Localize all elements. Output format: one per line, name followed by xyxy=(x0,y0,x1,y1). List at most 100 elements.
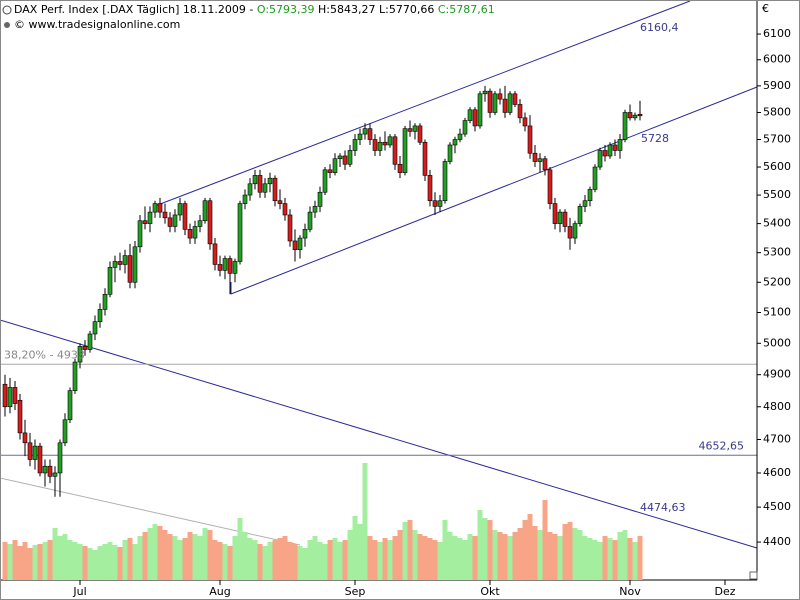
candle-body xyxy=(497,93,503,100)
volume-bar xyxy=(587,538,593,580)
channel-upper xyxy=(154,0,691,207)
volume-bar xyxy=(232,536,238,580)
candle-body xyxy=(552,203,558,224)
candle-body xyxy=(327,169,333,173)
volume-bar xyxy=(272,540,278,580)
candle-body xyxy=(67,390,73,421)
candle-body xyxy=(582,200,588,207)
candle-body xyxy=(37,445,43,474)
volume-bar xyxy=(267,542,273,580)
candle-body xyxy=(102,293,108,310)
candle-body xyxy=(512,93,518,105)
candle-body xyxy=(607,144,613,157)
volume-bar xyxy=(407,520,413,580)
y-tick-label: 5900 xyxy=(763,79,791,92)
x-tick-label: Okt xyxy=(480,585,500,598)
volume-bar xyxy=(352,516,358,580)
volume-bar xyxy=(552,534,558,580)
candle-body xyxy=(97,309,103,322)
candle-body xyxy=(387,136,393,146)
candle-body xyxy=(547,169,553,204)
candle-body xyxy=(532,152,538,162)
level-label: 38,20% - 4933 xyxy=(4,348,85,361)
volume-bar xyxy=(112,545,118,580)
candle-body xyxy=(227,258,233,274)
candle-body xyxy=(32,445,38,460)
annotation: 6160,4 xyxy=(640,21,679,34)
y-tick-label: 5000 xyxy=(763,336,791,349)
candle-body xyxy=(472,109,478,127)
candle-body xyxy=(172,214,178,227)
volume-bar xyxy=(7,544,13,580)
candle-body xyxy=(602,150,608,157)
volume-bar xyxy=(637,536,643,580)
volume-bar xyxy=(597,542,603,580)
volume-bar xyxy=(632,542,638,580)
settings-icon[interactable] xyxy=(2,5,12,15)
candle-body xyxy=(137,220,143,248)
volume-bar xyxy=(347,530,353,580)
volume-bar xyxy=(192,534,198,580)
y-tick-label: 6100 xyxy=(763,27,791,40)
candle-body xyxy=(392,136,398,165)
volume-bar xyxy=(467,534,473,580)
volume-bar xyxy=(612,540,618,580)
volume-bar xyxy=(142,532,148,580)
candle-body xyxy=(282,203,288,216)
candle-body xyxy=(502,98,508,113)
currency: € xyxy=(762,2,769,15)
subtitle: © www.tradesignalonline.com xyxy=(14,18,180,31)
candle-body xyxy=(362,128,368,135)
x-tick-label: Nov xyxy=(619,585,641,598)
candle-body xyxy=(192,226,198,239)
volume-bar xyxy=(627,538,633,580)
volume-bar xyxy=(107,542,113,580)
volume-bar xyxy=(387,540,393,580)
volume-bar xyxy=(412,530,418,580)
volume-bar xyxy=(52,528,58,580)
volume-bar xyxy=(147,528,153,580)
candle-body xyxy=(182,203,188,230)
candle-body xyxy=(177,203,183,216)
candle-body xyxy=(167,217,173,227)
volume-bar xyxy=(512,532,518,580)
candle-body xyxy=(212,243,218,265)
candle-body xyxy=(147,211,153,224)
x-tick-label: Aug xyxy=(209,585,230,598)
volume-bar xyxy=(462,540,468,580)
candle-body xyxy=(312,206,318,213)
resize-handle[interactable] xyxy=(749,571,758,580)
candle-body xyxy=(7,387,13,408)
candle-body xyxy=(417,125,423,143)
candle-body xyxy=(2,383,8,408)
candle-body xyxy=(562,211,568,227)
candle-body xyxy=(117,261,123,265)
candle-body xyxy=(427,175,433,202)
volume-bar xyxy=(582,536,588,580)
volume-bar xyxy=(122,540,128,580)
candle-body xyxy=(557,211,563,224)
candle-body xyxy=(207,200,213,245)
candle-body xyxy=(232,261,238,274)
candle-body xyxy=(412,125,418,132)
volume-bar xyxy=(507,536,513,580)
candle-body xyxy=(152,203,158,213)
volume-bar xyxy=(377,542,383,580)
candle-body xyxy=(537,158,543,162)
volume-bar xyxy=(422,536,428,580)
source-icon xyxy=(4,22,10,28)
candle-body xyxy=(307,211,313,230)
candle-body xyxy=(517,104,523,119)
candle-body xyxy=(62,419,68,444)
candle-body xyxy=(87,333,93,350)
candle-body xyxy=(347,150,353,165)
candle-body xyxy=(372,139,378,151)
volume-bar xyxy=(217,542,223,580)
volume-bar xyxy=(132,544,138,580)
candle-body xyxy=(477,93,483,127)
volume-bar xyxy=(127,538,133,580)
candle-body xyxy=(287,214,293,242)
y-tick-label: 4900 xyxy=(763,368,791,381)
